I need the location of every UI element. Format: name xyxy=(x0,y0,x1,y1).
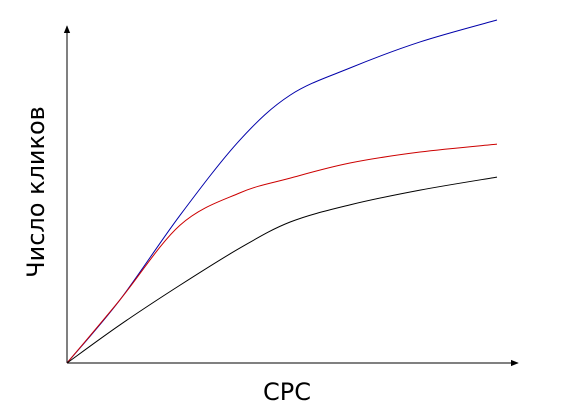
line-series xyxy=(66,176,498,364)
y-axis-label: Число кликов xyxy=(22,106,50,278)
line-series xyxy=(66,19,498,364)
line-series xyxy=(66,143,498,364)
x-axis-label: CPC xyxy=(263,378,311,406)
